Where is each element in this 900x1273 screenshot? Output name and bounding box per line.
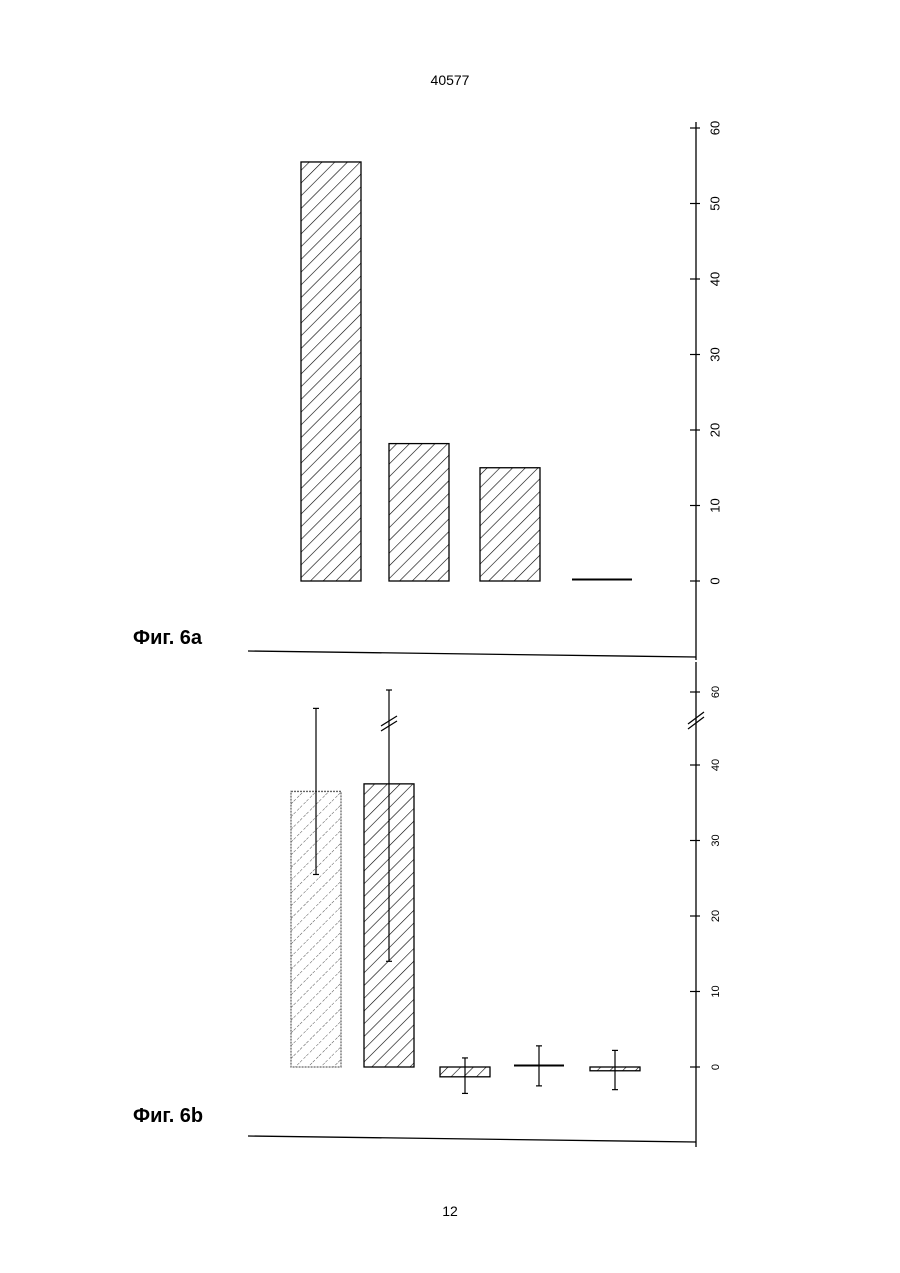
tick-label: 60 xyxy=(710,686,722,698)
tick-label: 10 xyxy=(710,985,722,997)
tick-label: 30 xyxy=(710,834,722,846)
tick-label: 40 xyxy=(710,759,722,771)
tick-label: 40 xyxy=(707,272,722,286)
page-number: 12 xyxy=(0,1203,900,1219)
bar xyxy=(389,444,449,581)
figure-label-6b: Фиг. 6b xyxy=(133,1105,203,1128)
chart-fig-6a: 0 10 20 30 40 50 60 xyxy=(248,121,722,660)
tick-label: 20 xyxy=(707,423,722,437)
category-axis xyxy=(248,651,696,657)
bar xyxy=(480,468,540,581)
tick-label: 20 xyxy=(710,910,722,922)
tick-label: 0 xyxy=(707,577,722,584)
figure-label-6a: Фиг. 6a xyxy=(133,627,202,650)
tick-label: 0 xyxy=(710,1064,722,1070)
category-axis xyxy=(248,1136,696,1142)
tick-label: 50 xyxy=(707,196,722,210)
tick-label: 60 xyxy=(707,121,722,135)
chart-fig-6b: 0 10 20 30 40 60 xyxy=(248,662,722,1147)
bar xyxy=(301,162,361,581)
tick-label: 30 xyxy=(707,347,722,361)
tick-label: 10 xyxy=(707,498,722,512)
